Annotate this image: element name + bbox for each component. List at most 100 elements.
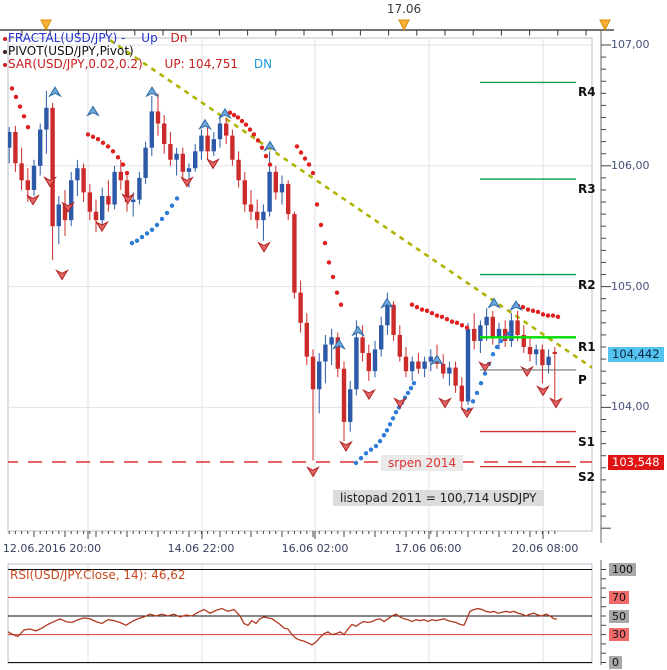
rsi-level-label-30: 30 (609, 628, 629, 642)
main-chart-plot-area[interactable] (8, 38, 592, 531)
fractal-down-icon (536, 385, 550, 397)
sar-dot (498, 338, 504, 344)
rsi-level-label-70: 70 (609, 590, 629, 604)
sar-dot (9, 86, 15, 91)
trendline[interactable] (109, 39, 592, 369)
legend-pivot[interactable]: PIVOT(USD/JPY,Pivot) (8, 44, 134, 58)
legend-sar-dn: DN (253, 57, 273, 71)
legend-fractal[interactable]: FRACTAL(USD/JPY) - Up Dn (8, 31, 187, 45)
fractal-down-icon (121, 193, 135, 205)
sar-dot (384, 428, 390, 433)
candle (50, 107, 55, 227)
rsi-line (7, 607, 558, 646)
fractal-down-icon (55, 269, 69, 281)
fractals-layer (26, 86, 563, 478)
candle (87, 192, 92, 212)
candle (75, 168, 80, 181)
fractal-up-icon (198, 118, 212, 130)
legend-sar[interactable]: SAR(USD/JPY,0.02,0.2) UP: 104,751 DN (8, 57, 272, 71)
sar-dot (306, 162, 312, 167)
sar-dot (239, 118, 245, 124)
candle (385, 304, 390, 326)
sar-dot (330, 274, 336, 280)
sar-dot (464, 325, 470, 330)
sar-dot (390, 416, 396, 421)
candles-layer (8, 90, 557, 461)
sar-dot (263, 153, 269, 159)
fractal-down-icon (95, 220, 109, 233)
pivot-label-R2: R2 (578, 277, 596, 292)
candle (62, 204, 68, 221)
time-axis-ticks (8, 531, 556, 539)
candle (509, 320, 514, 341)
candle (131, 199, 136, 203)
sar-dot (550, 313, 556, 318)
sar-dot (247, 127, 253, 132)
candle (31, 165, 37, 190)
sar-dot (334, 290, 340, 295)
rsi-level-label-100: 100 (609, 563, 636, 576)
candle (515, 320, 520, 335)
sar-dot (115, 155, 121, 160)
candle (447, 367, 452, 374)
sar-dot (338, 302, 344, 307)
price-axis-label: 104,00 (611, 400, 650, 414)
sar-dot (124, 170, 130, 176)
sar-dot (169, 203, 175, 208)
sar-dot (21, 114, 27, 119)
sar-dot (90, 134, 96, 140)
fractal-up-icon (48, 86, 62, 98)
candle (453, 367, 458, 386)
pivot-bullet-icon (3, 50, 7, 54)
price-axis-label: 105,00 (611, 279, 650, 293)
sar-dot (381, 432, 387, 438)
candle (8, 131, 12, 148)
candle (372, 349, 378, 372)
fractal-up-icon (332, 338, 346, 350)
sar-dot (105, 144, 111, 149)
sar-dot (267, 162, 273, 167)
day-marker-icon[interactable] (398, 19, 410, 32)
candle (354, 337, 359, 390)
sar-dot (25, 124, 31, 130)
day-marker-icon[interactable] (599, 19, 611, 32)
timeline-ticks (21, 30, 587, 36)
candle (124, 180, 130, 203)
fractal-down-icon (61, 201, 75, 213)
candle (112, 171, 117, 205)
sar-dot (424, 308, 430, 313)
candle (186, 168, 192, 172)
candle (168, 144, 173, 160)
sar-dot (482, 371, 488, 376)
fractal-up-icon (430, 354, 444, 366)
sar-dot (154, 222, 160, 228)
sar-dot (13, 94, 19, 100)
candle (224, 123, 229, 136)
sar-dot (159, 216, 165, 222)
candle (279, 183, 285, 193)
sar-dot (129, 240, 135, 246)
candle (217, 123, 223, 140)
sar-dot (235, 115, 241, 120)
candle (255, 211, 260, 221)
candle (465, 328, 471, 402)
candle (162, 123, 167, 145)
day-marker-icon[interactable] (40, 19, 52, 32)
sar-dot (120, 162, 126, 167)
fractal-up-icon (86, 105, 100, 117)
pivot-label-S2: S2 (578, 469, 595, 484)
candle (19, 163, 24, 181)
candle (230, 135, 235, 160)
rsi-legend[interactable]: RSI(USD/JPY.Close, 14): 46,62 (10, 568, 186, 582)
sar-dot (535, 309, 541, 315)
sar-dot (302, 156, 308, 161)
fractal-up-icon (351, 325, 365, 337)
sar-dot (139, 234, 145, 240)
sar-dot (227, 110, 233, 115)
sar-dot (259, 145, 265, 150)
sar-dot (326, 260, 332, 265)
fractal-up-icon (218, 107, 232, 120)
sar-bullet-icon (3, 63, 7, 67)
candle (261, 211, 266, 221)
